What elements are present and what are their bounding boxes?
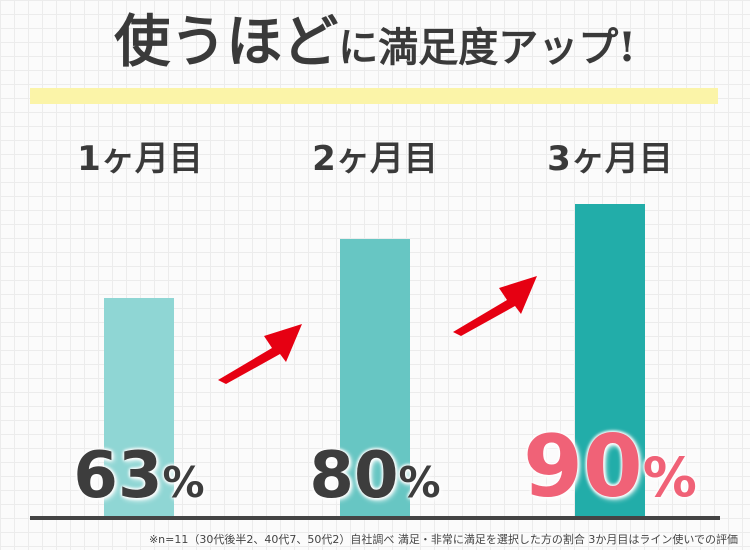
bar-month-2 [340,239,410,516]
value-label-2: 80% [309,439,441,513]
up-arrow-1-icon [218,324,302,384]
title-rest: に満足度アップ! [338,24,636,71]
title-highlight [30,88,718,104]
footnote: ※n=11（30代後半2、40代7、50代2）自社調べ 満足・非常に満足を選択し… [148,533,738,546]
page-title: 使うほどに満足度アップ! [0,14,750,70]
value-label-1: 63% [73,439,205,513]
x-axis-baseline [30,516,720,520]
bar-month-3 [575,204,645,516]
value-label-3: 90% [523,417,697,517]
bar-month-1 [104,298,174,516]
up-arrow-2-icon [453,276,537,336]
title-main: 使うほど [114,9,339,75]
month-label-3: 3ヶ月目 [547,139,673,179]
month-label-1: 1ヶ月目 [77,139,203,179]
month-label-2: 2ヶ月目 [312,139,438,179]
